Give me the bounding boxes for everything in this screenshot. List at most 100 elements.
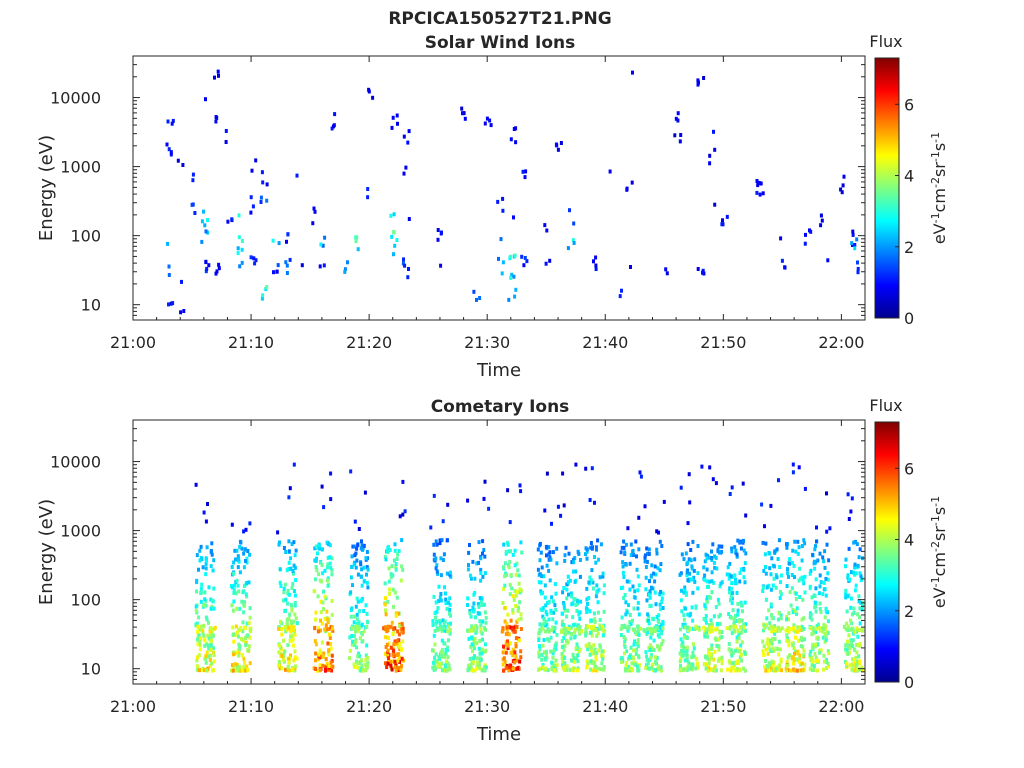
flux-cell (197, 653, 201, 658)
flux-cell (520, 254, 524, 259)
flux-cell (519, 540, 523, 545)
flux-cell (209, 653, 213, 658)
flux-cell (360, 539, 363, 544)
flux-cell (204, 561, 208, 566)
flux-cell (574, 462, 578, 467)
flux-cell (705, 579, 709, 584)
flux-cell (795, 668, 799, 673)
panel-solar-wind: Solar Wind Ions 21:00 21:10 21:20 21:30 21:4… (36, 32, 949, 381)
flux-cell (678, 572, 682, 577)
flux-cell (596, 610, 600, 615)
flux-cell (676, 111, 680, 116)
flux-cell (551, 655, 555, 660)
flux-cell (625, 649, 629, 654)
flux-cell (855, 642, 859, 647)
flux-cell (205, 558, 208, 563)
flux-cell (392, 230, 396, 235)
flux-cell (514, 644, 518, 649)
flux-cell (732, 624, 736, 629)
flux-cell (385, 642, 389, 647)
flux-cell (500, 271, 504, 276)
flux-cell (628, 587, 632, 592)
flux-cell (351, 639, 355, 644)
flux-cell (400, 664, 403, 669)
flux-cell (207, 646, 211, 651)
flux-cell (734, 548, 738, 553)
flux-cell (718, 635, 722, 640)
flux-cell (629, 542, 633, 547)
flux-cell (773, 628, 777, 633)
flux-cell (844, 591, 848, 596)
flux-cell (653, 625, 657, 630)
flux-cell (602, 583, 606, 588)
flux-cell (544, 619, 548, 624)
flux-cell (291, 625, 295, 630)
flux-cell (850, 667, 854, 672)
flux-cell (389, 645, 393, 650)
flux-cell (756, 183, 760, 188)
flux-cell (287, 657, 291, 662)
flux-cell (788, 557, 792, 561)
flux-cell (286, 643, 290, 648)
flux-cell (627, 625, 631, 630)
flux-cell (508, 641, 512, 646)
flux-cell (475, 561, 479, 566)
flux-cell (194, 604, 198, 609)
flux-cell (593, 555, 596, 559)
flux-cell (392, 626, 396, 631)
flux-cell (542, 638, 546, 642)
flux-cell (554, 647, 558, 651)
flux-cell (682, 633, 686, 638)
flux-cell (810, 595, 814, 600)
flux-cell (796, 551, 800, 556)
flux-cell (728, 614, 732, 619)
flux-cell (387, 579, 391, 584)
flux-cell (707, 579, 711, 584)
flux-cell (703, 573, 707, 578)
flux-cell (599, 667, 603, 672)
flux-cell (618, 294, 622, 299)
flux-cell (289, 624, 293, 629)
flux-cell (757, 180, 760, 185)
flux-cell (818, 650, 822, 655)
flux-cell (714, 555, 718, 560)
flux-cell (447, 611, 451, 616)
flux-cell (718, 550, 721, 555)
flux-cell (808, 615, 812, 620)
flux-cell (547, 638, 551, 643)
flux-cell (202, 209, 205, 214)
flux-cell (737, 668, 741, 673)
flux-cell (710, 627, 714, 632)
flux-cell (778, 628, 782, 633)
flux-cell (797, 465, 801, 470)
flux-cell (243, 547, 247, 552)
flux-cell (286, 232, 290, 237)
flux-cell (682, 635, 686, 640)
flux-cell (388, 587, 392, 592)
flux-cell (685, 636, 689, 640)
flux-cell (551, 599, 555, 604)
flux-cell (199, 544, 203, 549)
flux-cell (655, 626, 659, 631)
flux-cell (796, 638, 800, 643)
flux-cell (277, 643, 281, 648)
flux-cell (287, 539, 291, 544)
flux-cell (585, 547, 589, 552)
flux-cell (706, 668, 710, 673)
flux-cell (556, 504, 560, 509)
flux-cell (503, 660, 507, 665)
flux-cell (685, 649, 689, 654)
flux-cell (502, 542, 506, 547)
flux-cell (741, 481, 745, 486)
flux-cell (628, 613, 632, 617)
flux-cell (237, 653, 241, 658)
flux-cell (578, 616, 582, 621)
flux-cell (435, 626, 439, 631)
flux-cell (798, 656, 802, 661)
flux-cell (658, 568, 662, 573)
flux-cell (644, 650, 648, 655)
flux-cell (362, 543, 366, 548)
flux-cell (767, 608, 771, 613)
flux-cell (327, 627, 331, 632)
